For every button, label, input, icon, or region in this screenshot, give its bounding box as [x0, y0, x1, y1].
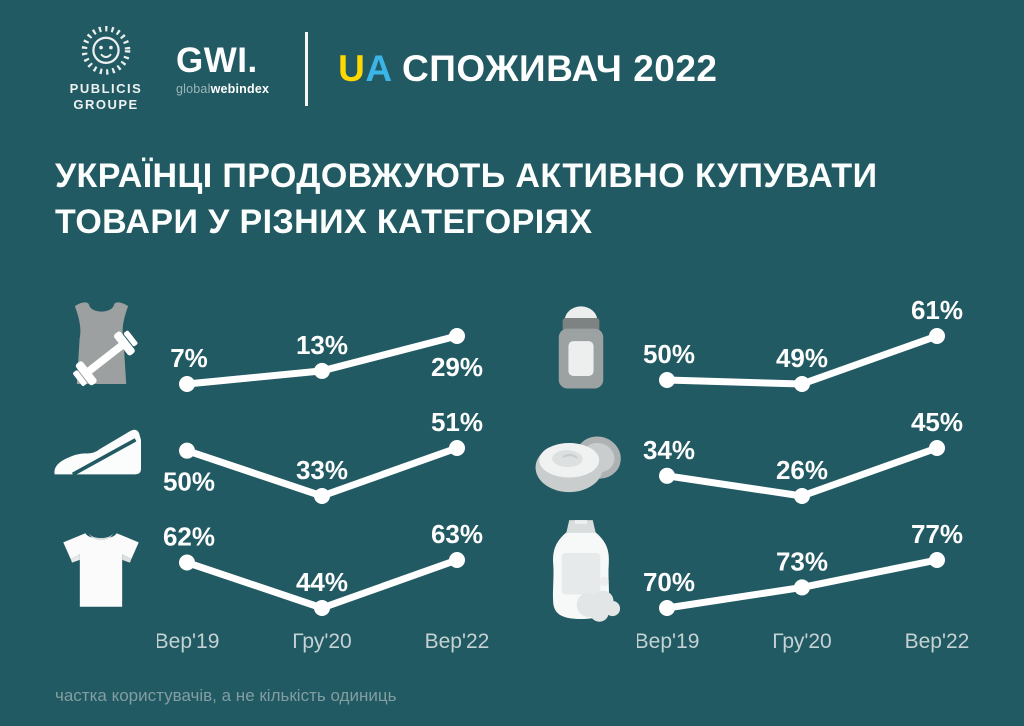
data-point: [314, 488, 330, 504]
data-point: [929, 552, 945, 568]
gwi-subtitle-light: global: [176, 81, 211, 96]
data-point: [179, 442, 195, 459]
data-point: [449, 552, 465, 568]
report-title-letter-a: A: [365, 48, 392, 89]
data-label: 7%: [170, 343, 208, 373]
data-label: 63%: [431, 519, 483, 549]
axis-tick-label: Гру'20: [292, 630, 352, 653]
chart-row-tshirts: 62% 44% 63%: [45, 514, 515, 626]
data-label: 33%: [296, 455, 348, 485]
axis-tick-label: Вер'22: [905, 630, 970, 653]
chart-row-sportswear: 7% 13% 29%: [45, 290, 515, 402]
data-point: [449, 440, 465, 456]
chart-row-shoes: 50% 33% 51%: [45, 402, 515, 514]
charts-column-left: 7% 13% 29% 50% 33% 51% 62% 44% 63%: [45, 290, 515, 660]
deodorant-icon: [558, 306, 604, 389]
shampoo-bottle-icon: [552, 520, 621, 622]
chart-row-deodorant: 50% 49% 61%: [525, 290, 995, 402]
axis-tick-label: Вер'19: [637, 630, 699, 653]
page-title: УКРАЇНЦІ ПРОДОВЖУЮТЬ АКТИВНО КУПУВАТИ ТО…: [55, 154, 975, 246]
axis-tick-label: Вер'19: [157, 630, 219, 653]
publicis-lion-icon: [81, 25, 131, 75]
data-point: [794, 488, 810, 504]
axis-row-right: Вер'19 Гру'20 Вер'22: [635, 626, 995, 660]
data-label: 29%: [431, 352, 483, 382]
wedge-shoe-icon: [54, 429, 142, 476]
gwi-logo: GWI. globalwebindex: [176, 43, 269, 96]
charts-column-right: 50% 49% 61% 34% 26% 45%: [525, 290, 995, 660]
sportswear-dumbbell-icon: [72, 302, 137, 386]
line-chart-tshirts: 62% 44% 63%: [163, 519, 483, 616]
data-label: 34%: [643, 435, 695, 465]
line-chart-sportswear: 7% 13% 29%: [170, 328, 483, 392]
page-title-line2: ТОВАРИ У РІЗНИХ КАТЕГОРІЯХ: [55, 202, 593, 241]
report-title: UA СПОЖИВАЧ 2022: [338, 48, 717, 90]
line-chart-deodorant: 50% 49% 61%: [643, 295, 963, 392]
data-point: [794, 376, 810, 392]
data-point: [314, 600, 330, 616]
footnote: частка користувачів, а не кількість один…: [55, 686, 397, 705]
axis-tick-label: Гру'20: [772, 630, 832, 653]
data-label: 50%: [643, 339, 695, 369]
data-label: 77%: [911, 519, 963, 549]
data-label: 70%: [643, 567, 695, 597]
gwi-subtitle-bold: webindex: [210, 81, 270, 96]
data-label: 13%: [296, 330, 348, 360]
data-label: 62%: [163, 522, 215, 552]
chart-row-shampoo: 70% 73% 77%: [525, 514, 995, 626]
header: PUBLICIS GROUPE GWI. globalwebindex UA С…: [58, 25, 718, 114]
data-point: [314, 362, 330, 379]
publicis-logo-line1: PUBLICIS: [69, 80, 143, 96]
data-label: 26%: [776, 455, 828, 485]
axis-labels-left: Вер'19 Гру'20 Вер'22: [155, 630, 490, 653]
axis-labels-right: Вер'19 Гру'20 Вер'22: [635, 630, 970, 653]
report-title-rest: СПОЖИВАЧ 2022: [391, 48, 718, 89]
axis-tick-label: Вер'22: [425, 630, 490, 653]
chart-row-face-cream: 34% 26% 45%: [525, 402, 995, 514]
data-label: 49%: [776, 343, 828, 373]
data-point: [449, 328, 465, 344]
line-chart-face-cream: 34% 26% 45%: [643, 407, 963, 504]
axis-row-left: Вер'19 Гру'20 Вер'22: [155, 626, 515, 660]
data-label: 50%: [163, 467, 215, 497]
publicis-logo-line2: GROUPE: [73, 97, 139, 112]
data-label: 45%: [911, 407, 963, 437]
data-point: [179, 554, 195, 571]
header-divider: [305, 32, 309, 106]
line-chart-shampoo: 70% 73% 77%: [643, 519, 963, 616]
line-chart-shoes: 50% 33% 51%: [163, 407, 483, 504]
data-point: [794, 579, 810, 596]
tshirt-icon: [63, 533, 139, 607]
cream-jar-icon: [535, 436, 621, 493]
data-label: 51%: [431, 407, 483, 437]
data-point: [659, 372, 675, 388]
gwi-subtitle: globalwebindex: [176, 82, 269, 96]
data-point: [659, 467, 675, 484]
data-point: [929, 440, 945, 456]
data-label: 44%: [296, 567, 348, 597]
data-point: [659, 600, 675, 616]
publicis-groupe-logo: PUBLICIS GROUPE: [58, 25, 154, 114]
data-label: 73%: [776, 546, 828, 576]
page-title-line1: УКРАЇНЦІ ПРОДОВЖУЮТЬ АКТИВНО КУПУВАТИ: [55, 157, 878, 195]
data-label: 61%: [911, 295, 963, 325]
data-point: [929, 328, 945, 344]
data-point: [179, 376, 195, 392]
gwi-wordmark: GWI.: [176, 40, 258, 80]
report-title-letter-u: U: [338, 48, 366, 89]
